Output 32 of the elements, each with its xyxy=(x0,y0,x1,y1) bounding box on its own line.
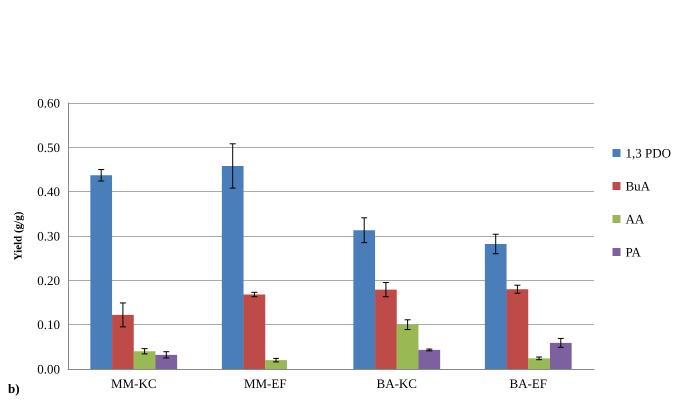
bar xyxy=(418,350,440,369)
y-axis-title: Yield (g/g) xyxy=(12,211,24,260)
y-tick-label: 0.60 xyxy=(37,96,60,110)
x-tick-label: BA-EF xyxy=(509,376,548,391)
bar xyxy=(506,289,528,369)
bar xyxy=(90,175,112,369)
legend-label: PA xyxy=(625,244,642,260)
x-tick-label: BA-KC xyxy=(376,376,417,391)
bar xyxy=(353,230,376,369)
x-tick-label: MM-EF xyxy=(244,376,287,391)
y-tick-label: 0.00 xyxy=(37,362,60,376)
text: b) xyxy=(8,381,20,396)
y-tick-label: 0.30 xyxy=(37,228,60,244)
legend-label: AA xyxy=(625,212,645,226)
bar xyxy=(396,324,418,369)
bar xyxy=(265,360,287,369)
bar xyxy=(222,166,244,369)
y-tick-label: 0.10 xyxy=(37,317,60,332)
x-tick-label: MM-KC xyxy=(110,376,157,391)
bar xyxy=(484,244,507,369)
y-tick-label: 0.40 xyxy=(37,184,60,200)
y-tick-label: 0.20 xyxy=(37,272,60,288)
bar xyxy=(112,314,134,369)
bar xyxy=(528,358,550,369)
legend-label: BuA xyxy=(625,178,651,194)
y-tick-label: 0.50 xyxy=(37,140,60,155)
bar xyxy=(155,354,178,369)
bar xyxy=(550,342,572,369)
bar xyxy=(375,290,397,369)
bar xyxy=(134,351,156,369)
legend-label: 1,3 PDO xyxy=(625,146,672,160)
bar xyxy=(244,294,266,369)
